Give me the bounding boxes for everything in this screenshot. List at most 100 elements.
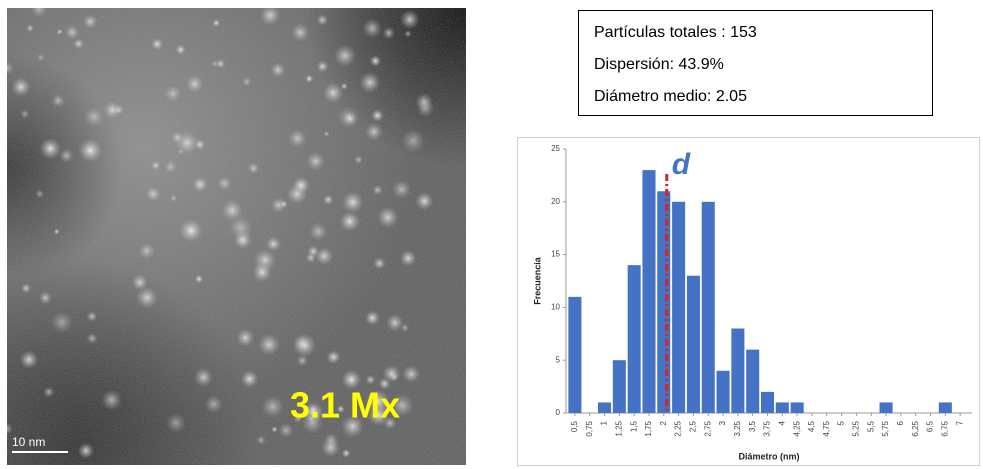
x-tick-label: 1 [600, 420, 609, 425]
particle [43, 386, 55, 398]
x-tick-label: 1,75 [644, 420, 653, 436]
stats-box: Partículas totales : 153 Dispersión: 43.… [578, 10, 933, 116]
x-tick-label: 4,25 [792, 420, 801, 436]
particle [376, 206, 399, 228]
particle [83, 14, 98, 29]
particle [372, 184, 383, 196]
particle [171, 131, 184, 144]
particle [236, 328, 255, 347]
reference-label: d [672, 148, 691, 181]
particle [7, 61, 15, 75]
particle [30, 8, 48, 18]
particle [400, 323, 410, 333]
particle [291, 23, 310, 42]
particle [392, 179, 411, 199]
y-tick-label: 25 [551, 144, 560, 153]
particle [185, 74, 204, 93]
particle [50, 311, 73, 334]
bar [731, 328, 745, 413]
particle [287, 129, 307, 148]
x-tick-label: 6,25 [911, 420, 920, 436]
particle [341, 369, 362, 390]
particle [77, 442, 95, 459]
particle [211, 60, 219, 68]
magnification: 3.1 Mx [290, 385, 400, 426]
particle [26, 24, 34, 33]
particle [212, 18, 221, 27]
chart-frame [517, 137, 980, 466]
particle [341, 415, 364, 438]
particle [136, 286, 158, 309]
particle [64, 24, 80, 40]
particle [86, 332, 98, 344]
particle [265, 236, 281, 252]
bar [672, 201, 686, 413]
particle [151, 38, 164, 51]
bar [598, 402, 612, 413]
y-tick-label: 5 [556, 355, 561, 364]
particle [86, 311, 98, 322]
particle [339, 211, 360, 232]
x-tick-label: 6 [896, 420, 905, 425]
x-tick-label: 1,5 [629, 420, 638, 432]
particle [322, 82, 344, 104]
scale-bar-label: 10 nm [12, 435, 45, 449]
particle [228, 215, 253, 240]
y-tick-label: 15 [551, 250, 560, 259]
particle [305, 252, 316, 263]
particle [179, 218, 203, 243]
particle [378, 377, 391, 390]
particle [19, 350, 39, 369]
particle [204, 395, 223, 414]
x-tick-label: 3 [718, 420, 727, 425]
particle [103, 101, 121, 119]
particle [193, 367, 214, 387]
particle [369, 55, 382, 67]
particle [73, 38, 85, 50]
particle [399, 9, 420, 30]
particle [365, 374, 376, 385]
bar [716, 370, 730, 413]
bar [938, 402, 952, 413]
x-tick-label: 2,5 [689, 420, 698, 432]
particle [382, 26, 396, 40]
bar [657, 191, 671, 413]
particle [256, 435, 266, 445]
particle [56, 28, 63, 35]
particle [270, 62, 286, 78]
particle [247, 162, 260, 175]
particle [165, 412, 187, 434]
particle [336, 405, 345, 414]
x-tick-label: 5,25 [852, 420, 861, 436]
particle [293, 413, 303, 423]
particle [415, 192, 434, 211]
particle [382, 364, 401, 383]
bar [686, 275, 700, 413]
particle [164, 85, 182, 102]
stat-line: Partículas totales : 153 [594, 24, 757, 41]
particle [271, 426, 278, 433]
particle [11, 77, 31, 97]
x-tick-label: 0,5 [570, 420, 579, 432]
particle [390, 393, 414, 418]
particle [7, 423, 13, 435]
particle [364, 310, 380, 326]
bar [879, 402, 893, 413]
particle [36, 53, 45, 62]
x-tick-label: 3,5 [748, 420, 757, 432]
particle [138, 242, 156, 260]
bar [568, 296, 582, 413]
particle [371, 109, 384, 122]
particle [292, 176, 310, 194]
bar [627, 265, 641, 413]
x-tick-label: 1,25 [614, 420, 623, 436]
particle [365, 389, 390, 414]
particle [341, 448, 351, 458]
x-tick-label: 2 [659, 420, 668, 425]
x-axis-label: Diámetro (nm) [738, 451, 799, 461]
particle [359, 71, 381, 94]
particle [362, 18, 383, 39]
particle [177, 148, 184, 155]
particle [316, 14, 329, 26]
